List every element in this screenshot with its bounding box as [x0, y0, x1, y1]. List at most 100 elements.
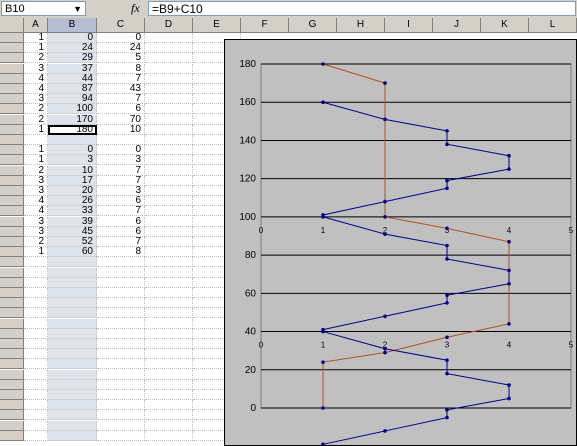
cell[interactable] [145, 237, 193, 247]
cell[interactable] [145, 125, 193, 135]
cell[interactable]: 8 [97, 64, 145, 74]
row-header[interactable] [0, 125, 24, 135]
name-box-dropdown-icon[interactable]: ▼ [73, 4, 82, 14]
row-header[interactable] [0, 298, 24, 308]
cell[interactable] [145, 268, 193, 278]
cell[interactable] [97, 339, 145, 349]
cell[interactable]: 3 [48, 155, 97, 165]
row-header[interactable] [0, 196, 24, 206]
cell[interactable]: 7 [97, 74, 145, 84]
cell[interactable] [145, 196, 193, 206]
cell[interactable] [145, 319, 193, 329]
row-header[interactable] [0, 349, 24, 359]
cell[interactable] [97, 298, 145, 308]
cell[interactable] [48, 329, 97, 339]
cell[interactable]: 6 [97, 104, 145, 114]
cell[interactable] [145, 431, 193, 441]
cell[interactable]: 2 [24, 237, 48, 247]
cell[interactable] [48, 370, 97, 380]
row-header[interactable] [0, 186, 24, 196]
cell[interactable] [97, 359, 145, 369]
name-box[interactable]: B10 ▼ [1, 1, 86, 16]
cell[interactable]: 1 [24, 247, 48, 257]
formula-input[interactable]: =B9+C10 [148, 1, 576, 16]
cell[interactable] [24, 135, 48, 145]
row-header[interactable] [0, 217, 24, 227]
cell[interactable]: 6 [97, 196, 145, 206]
cell[interactable]: 7 [97, 166, 145, 176]
cell[interactable] [145, 359, 193, 369]
cell[interactable] [24, 421, 48, 431]
cell[interactable] [97, 410, 145, 420]
cell[interactable] [145, 206, 193, 216]
cell[interactable]: 26 [48, 196, 97, 206]
cell[interactable]: 0 [48, 33, 97, 43]
column-header-a[interactable]: A [24, 18, 48, 33]
cell[interactable] [24, 257, 48, 267]
cell[interactable]: 2 [24, 166, 48, 176]
cell[interactable]: 1 [24, 145, 48, 155]
row-header[interactable] [0, 410, 24, 420]
row-header[interactable] [0, 135, 24, 145]
column-header-j[interactable]: J [433, 18, 481, 33]
cell[interactable] [97, 329, 145, 339]
cell[interactable]: 3 [24, 217, 48, 227]
column-header-d[interactable]: D [145, 18, 193, 33]
row-header[interactable] [0, 166, 24, 176]
cell[interactable] [97, 268, 145, 278]
cell[interactable]: 7 [97, 237, 145, 247]
cell[interactable] [24, 319, 48, 329]
cell[interactable] [24, 390, 48, 400]
cell[interactable]: 7 [97, 176, 145, 186]
cell[interactable]: 10 [97, 125, 145, 135]
cell[interactable] [145, 115, 193, 125]
row-header[interactable] [0, 94, 24, 104]
cell[interactable] [145, 64, 193, 74]
cell[interactable]: 180 [48, 125, 97, 135]
cell[interactable] [193, 33, 241, 43]
cell[interactable]: 7 [97, 206, 145, 216]
cell[interactable] [145, 247, 193, 257]
cell[interactable] [145, 308, 193, 318]
row-header[interactable] [0, 53, 24, 63]
cell[interactable] [97, 257, 145, 267]
cell[interactable] [145, 339, 193, 349]
cell[interactable] [48, 400, 97, 410]
cell[interactable] [97, 349, 145, 359]
cell[interactable] [145, 155, 193, 165]
row-header[interactable] [0, 227, 24, 237]
cell[interactable] [24, 400, 48, 410]
cell[interactable]: 10 [48, 166, 97, 176]
cell[interactable] [145, 33, 193, 43]
cell[interactable] [145, 349, 193, 359]
cell[interactable]: 2 [24, 104, 48, 114]
cell[interactable]: 1 [24, 43, 48, 53]
cell[interactable] [145, 53, 193, 63]
cell[interactable] [97, 421, 145, 431]
row-header[interactable] [0, 268, 24, 278]
column-header-h[interactable]: H [337, 18, 385, 33]
column-header-k[interactable]: K [481, 18, 529, 33]
row-header[interactable] [0, 104, 24, 114]
cell[interactable]: 33 [48, 206, 97, 216]
row-header[interactable] [0, 421, 24, 431]
cell[interactable] [145, 104, 193, 114]
cell[interactable] [145, 186, 193, 196]
cell[interactable] [145, 176, 193, 186]
cell[interactable] [48, 390, 97, 400]
cell[interactable] [24, 359, 48, 369]
cell[interactable] [145, 257, 193, 267]
row-header[interactable] [0, 64, 24, 74]
row-header[interactable] [0, 431, 24, 441]
cell[interactable] [145, 298, 193, 308]
cell[interactable] [48, 135, 97, 145]
cell[interactable]: 43 [97, 84, 145, 94]
cell[interactable] [145, 380, 193, 390]
cell[interactable] [145, 227, 193, 237]
row-header[interactable] [0, 84, 24, 94]
cell[interactable] [145, 390, 193, 400]
cell[interactable]: 6 [97, 227, 145, 237]
cell[interactable]: 3 [24, 227, 48, 237]
cell[interactable] [145, 329, 193, 339]
column-header-f[interactable]: F [241, 18, 289, 33]
